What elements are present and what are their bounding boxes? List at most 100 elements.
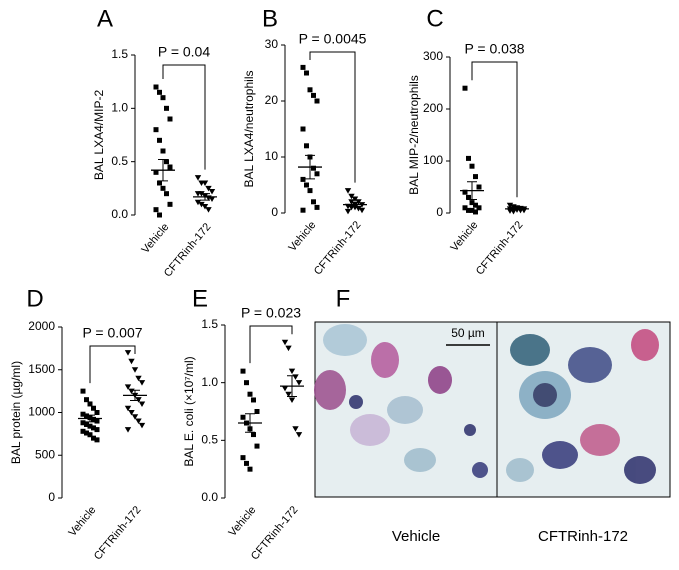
data-point <box>205 185 212 192</box>
y-tick-label: 0 <box>48 490 55 504</box>
y-tick-label: 20 <box>265 93 279 107</box>
data-point <box>201 180 209 186</box>
sem-bar <box>467 181 477 200</box>
data-point <box>314 171 320 177</box>
sem-bar <box>130 389 140 402</box>
data-point <box>300 64 306 70</box>
data-point <box>473 202 478 208</box>
data-point <box>94 427 100 433</box>
significance-bracket <box>309 51 356 183</box>
data-point <box>124 427 132 433</box>
y-tick-label: 1.0 <box>111 101 128 115</box>
data-point <box>506 202 514 209</box>
data-point <box>288 368 296 375</box>
y-axis-label: BAL protein (µg/ml) <box>9 361 23 464</box>
image-label: Vehicle <box>392 528 440 545</box>
data-point <box>469 163 475 169</box>
data-point <box>80 420 86 426</box>
data-point <box>94 410 100 415</box>
data-point <box>208 196 216 202</box>
image-frame <box>314 321 671 498</box>
data-point <box>131 367 139 373</box>
y-tick-label: 1500 <box>28 362 55 376</box>
data-point <box>358 207 366 214</box>
data-point <box>351 196 359 202</box>
data-point <box>247 391 253 397</box>
sem-bar <box>512 207 522 210</box>
data-point <box>160 185 166 191</box>
data-point <box>311 92 316 98</box>
data-point <box>251 432 256 438</box>
data-point <box>135 418 142 425</box>
data-point <box>208 189 216 195</box>
y-tick-label: 0 <box>436 205 443 219</box>
data-point <box>80 411 86 417</box>
data-point <box>466 207 471 213</box>
data-point <box>473 174 478 180</box>
data-point <box>135 397 142 403</box>
data-point <box>314 98 320 104</box>
panel-letter: C <box>426 5 443 32</box>
x-tick-label: Vehicle <box>227 504 259 539</box>
data-point <box>510 208 517 215</box>
data-point <box>128 358 135 365</box>
data-point <box>300 207 306 213</box>
data-point <box>128 410 135 416</box>
data-point <box>164 105 169 111</box>
significance-bracket <box>471 61 518 198</box>
data-point <box>473 209 478 215</box>
data-point <box>247 466 253 472</box>
y-tick-label: 1000 <box>28 405 55 419</box>
data-point <box>285 391 292 398</box>
data-point <box>205 207 212 213</box>
data-point <box>476 184 482 190</box>
data-point <box>462 189 468 195</box>
data-point <box>153 127 159 133</box>
image-label: CFTRinh-172 <box>538 528 628 545</box>
data-point <box>314 204 320 210</box>
sem-bar <box>350 201 360 208</box>
p-value: P = 0.0045 <box>299 31 367 47</box>
data-point <box>157 212 162 218</box>
data-point <box>160 148 166 154</box>
data-point <box>94 437 100 443</box>
data-point <box>157 137 162 143</box>
data-point <box>300 176 306 182</box>
data-point <box>124 405 132 412</box>
y-tick-label: 10 <box>265 149 279 163</box>
data-point <box>84 413 89 419</box>
data-point <box>307 188 313 194</box>
y-tick-label: 0.5 <box>201 433 218 447</box>
data-point <box>167 116 173 122</box>
data-point <box>311 165 316 171</box>
data-point <box>348 193 355 200</box>
data-point <box>307 87 313 93</box>
data-point <box>285 345 292 352</box>
data-point <box>84 421 89 427</box>
y-tick-label: 300 <box>423 49 443 63</box>
y-axis-label: BAL MIP-2/neutrophils <box>407 75 421 195</box>
sem-bar <box>305 154 315 180</box>
panel-letter: D <box>26 285 43 312</box>
y-tick-label: 1.5 <box>201 317 218 331</box>
x-tick-label: Vehicle <box>449 219 481 254</box>
y-tick-label: 200 <box>423 101 443 115</box>
data-point <box>84 397 89 403</box>
data-point <box>138 401 146 407</box>
significance-bracket <box>249 325 293 364</box>
y-tick-label: 0.0 <box>111 207 128 221</box>
panel-letter: A <box>97 5 113 32</box>
x-tick-label: CFTRinh-172 <box>92 504 144 562</box>
data-point <box>80 428 86 434</box>
micrograph: 50 µm F Vehicle CFTRinh-172 <box>314 285 671 545</box>
data-point <box>91 405 96 411</box>
cells <box>314 324 659 484</box>
data-point <box>295 432 303 438</box>
x-tick-label: CFTRinh-172 <box>474 219 526 277</box>
y-axis-label: BAL E. coli (×10⁷/ml) <box>182 356 196 466</box>
y-axis-label: BAL LXA4/neutrophils <box>242 71 256 188</box>
data-point <box>469 200 475 206</box>
p-value: P = 0.023 <box>241 305 301 321</box>
p-value: P = 0.038 <box>464 41 524 57</box>
